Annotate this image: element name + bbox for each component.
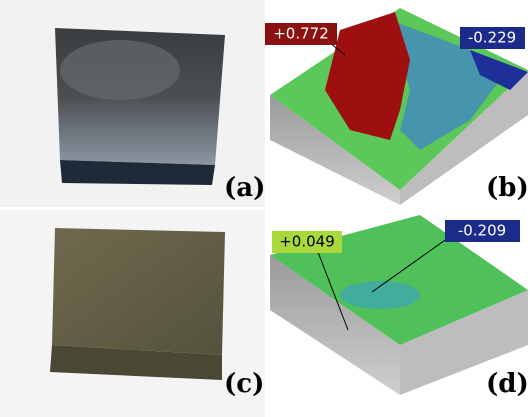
callout: -0.209 bbox=[458, 222, 506, 240]
panel-b: +0.772 -0.229 (b) bbox=[265, 8, 529, 205]
scan-low bbox=[340, 281, 420, 309]
callout: +0.772 bbox=[273, 25, 329, 43]
callout: +0.049 bbox=[279, 233, 335, 251]
panel-d: +0.049 -0.209 (d) bbox=[270, 215, 529, 399]
figure: (a) +0.772 -0.229 (b) (c) +0.049 -0.209 … bbox=[0, 0, 530, 417]
panel-label: (d) bbox=[486, 369, 529, 399]
callout: -0.229 bbox=[468, 29, 516, 47]
panel-a: (a) bbox=[0, 0, 265, 207]
panel-label: (b) bbox=[486, 173, 529, 203]
surface-spot bbox=[60, 40, 180, 100]
panel-c: (c) bbox=[0, 210, 265, 417]
panel-label: (c) bbox=[224, 369, 264, 399]
block-top bbox=[52, 228, 225, 355]
panel-label: (a) bbox=[224, 173, 265, 203]
